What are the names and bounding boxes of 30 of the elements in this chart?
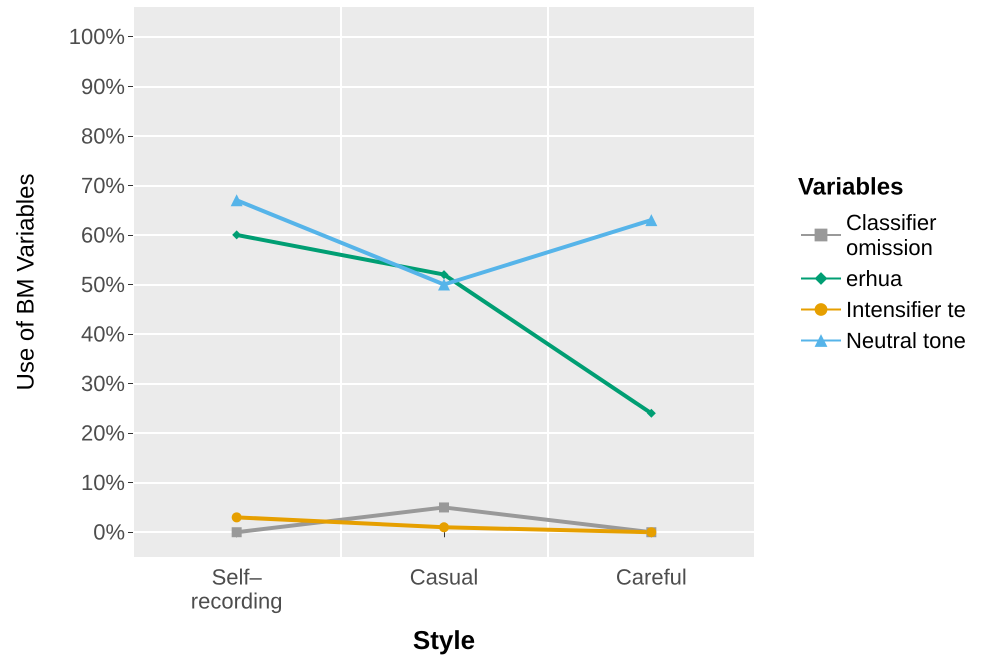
legend-label: erhua [846,266,904,291]
y-axis-title: Use of BM Variables [12,174,40,390]
y-tick-label: 80% [80,123,125,148]
x-axis-title: Style [412,625,476,655]
legend-label: Intensifier te [846,297,966,322]
y-tick-label: 0% [93,520,125,545]
point [646,408,656,418]
point [232,512,242,522]
y-tick-label: 40% [80,322,125,347]
point [439,502,449,512]
x-tick-label: Careful [616,564,687,590]
legend-label: Neutral tone [846,328,966,353]
y-tick-label: 90% [80,74,125,99]
point [439,522,449,532]
y-tick-label: 70% [80,172,125,198]
y-tick-label: 60% [80,222,125,248]
y-tick-label: 50% [80,272,125,297]
x-tick-label: Self–recording [190,564,283,614]
legend-title: Variables [798,174,904,200]
y-tick-label: 10% [80,470,125,496]
y-tick-label: 30% [80,371,125,396]
point [438,278,450,290]
x-tick-label: Casual [410,564,478,590]
point [230,194,243,206]
y-tick-label: 100% [68,24,125,50]
y-tick-label: 20% [80,420,125,446]
point [440,270,448,280]
point [232,230,242,240]
point [232,527,242,538]
point [645,214,658,226]
